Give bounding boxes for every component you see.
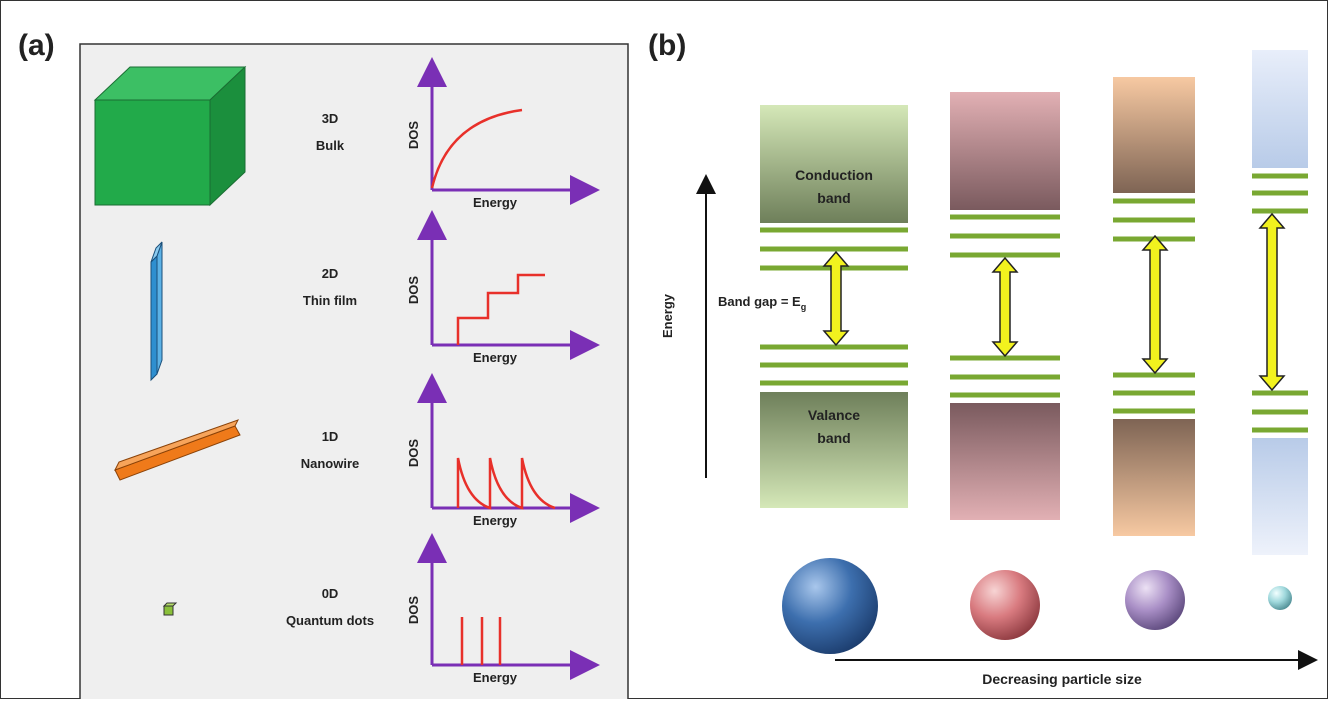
energy-axis-label: Energy [660, 293, 675, 338]
dimension-label: 2D [322, 266, 339, 281]
band-gap-text: Band gap = E [718, 294, 801, 309]
figure: (a) 3D Bulk DOS Energy 2D Thin film DOS Energy 1… [0, 0, 1328, 699]
dimension-label: 1D [322, 429, 339, 444]
structure-label: Thin film [303, 293, 357, 308]
dos-axis-label: DOS [406, 439, 421, 468]
dimension-label: 0D [322, 586, 339, 601]
structure-label: Quantum dots [286, 613, 374, 628]
energy-axis-label: Energy [473, 195, 518, 210]
dos-axis-label: DOS [406, 276, 421, 305]
band-label: band [817, 430, 850, 446]
energy-axis-label: Energy [473, 513, 518, 528]
dos-axis-label: DOS [406, 596, 421, 625]
structure-label: Bulk [316, 138, 345, 153]
size-label: Decreasing particle size [982, 671, 1142, 687]
thin-film [151, 242, 162, 380]
structure-label: Nanowire [301, 456, 360, 471]
dos-axis-label: DOS [406, 121, 421, 150]
panel-label: (b) [648, 29, 686, 62]
cube [95, 67, 245, 205]
band-label: Valance [808, 407, 860, 423]
band-label: Conduction [795, 167, 873, 183]
band-gap-subscript: g [801, 302, 807, 312]
energy-axis-label: Energy [473, 350, 518, 365]
band-label: band [817, 190, 850, 206]
dimension-label: 3D [322, 111, 339, 126]
energy-axis-label: Energy [473, 670, 518, 685]
panel-label: (a) [18, 29, 55, 62]
